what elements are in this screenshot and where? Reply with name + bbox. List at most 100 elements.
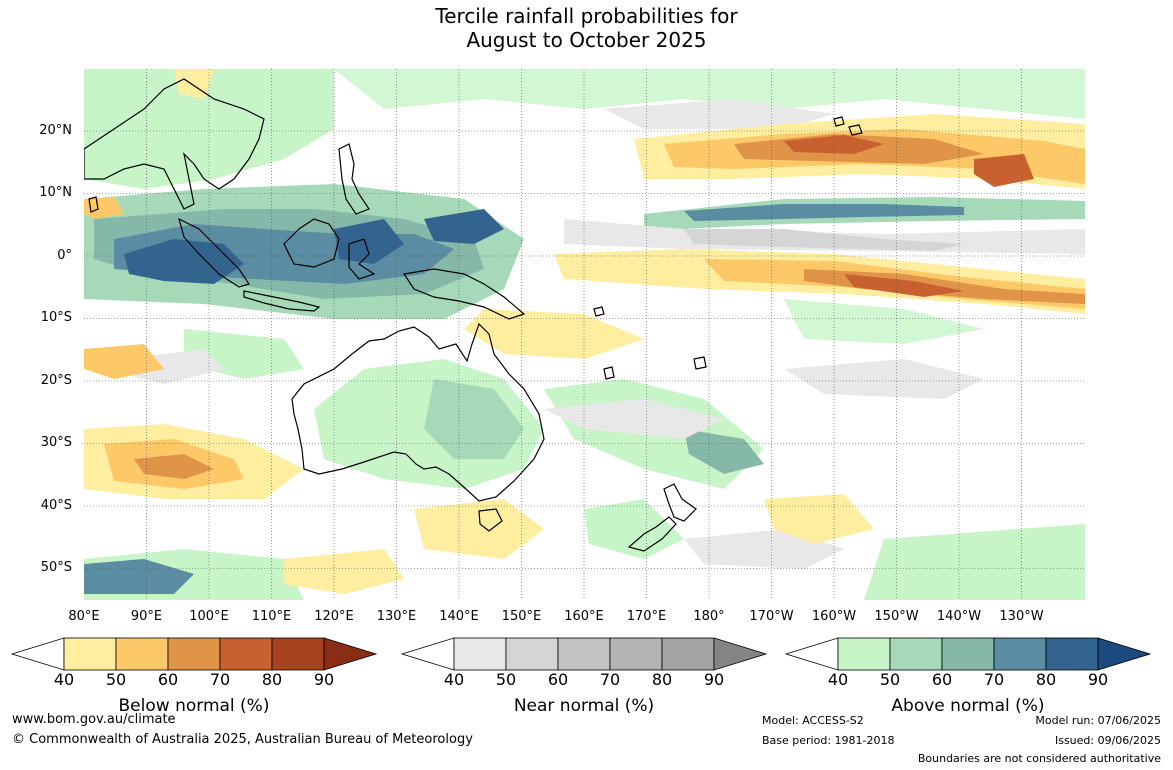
cbar-above-seg-3 <box>941 637 995 671</box>
footer-disclaimer: Boundaries are not considered authoritat… <box>917 752 1161 765</box>
lon-label-170w: 170°W <box>749 609 794 624</box>
cbar-near-tick-60: 60 <box>547 670 569 689</box>
cbar-above-seg-0 <box>784 637 839 671</box>
lon-label-130e: 130°E <box>376 609 417 624</box>
sumatra-outline <box>178 217 250 288</box>
footer-website: www.bom.gov.au/climate <box>12 712 176 727</box>
footer-model: Model: ACCESS-S2 <box>762 714 864 727</box>
cbar-below-tick-90: 90 <box>313 670 335 689</box>
cbar-below-tick-50: 50 <box>105 670 127 689</box>
cbar-below-seg-6 <box>323 637 378 671</box>
cbar-below-tick-60: 60 <box>157 670 179 689</box>
lat-label-20n: 20°N <box>39 123 72 138</box>
coastlines <box>84 78 863 552</box>
cbar-below-seg-1 <box>63 637 117 671</box>
cbar-below-seg-3 <box>167 637 221 671</box>
se-asia-outline <box>84 78 265 210</box>
colorbar-near-normal-svg <box>400 637 768 671</box>
cbar-near-seg-0 <box>400 637 455 671</box>
cbar-above-title: Above normal (%) <box>891 696 1045 716</box>
cbar-below-title: Below normal (%) <box>118 696 270 716</box>
cbar-near-seg-3 <box>557 637 611 671</box>
cbar-below-seg-4 <box>219 637 273 671</box>
java-outline <box>243 290 321 312</box>
cbar-above-seg-2 <box>889 637 943 671</box>
cbar-above-tick-60: 60 <box>931 670 953 689</box>
lon-label-140w: 140°W <box>936 609 982 624</box>
cbar-below-seg-2 <box>115 637 169 671</box>
footer-issued: Issued: 09/06/2025 <box>1054 734 1161 747</box>
cbar-below-tick-70: 70 <box>209 670 231 689</box>
cbar-near-tick-50: 50 <box>495 670 517 689</box>
cbar-above-tick-90: 90 <box>1087 670 1109 689</box>
cbar-below-seg-5 <box>271 637 325 671</box>
lon-label-90e: 90°E <box>130 609 163 624</box>
title-line-1: Tercile rainfall probabilities for <box>435 4 738 28</box>
borneo-outline <box>283 218 340 268</box>
near-normal-regions <box>124 99 1085 569</box>
lon-label-130w: 130°W <box>999 609 1044 624</box>
cbar-above-tick-80: 80 <box>1035 670 1057 689</box>
colorbar-above-normal <box>784 637 1152 678</box>
colorbar-above-normal-svg <box>784 637 1152 671</box>
cbar-above-tick-50: 50 <box>879 670 901 689</box>
sri-lanka-outline <box>88 196 99 213</box>
lat-label-40s: 40°S <box>40 498 72 513</box>
cbar-near-title: Near normal (%) <box>513 696 655 716</box>
colorbar-below-normal-svg <box>10 637 378 671</box>
cbar-above-seg-4 <box>993 637 1047 671</box>
lat-label-10s: 10°S <box>40 310 72 325</box>
lat-label-10n: 10°N <box>39 185 72 200</box>
below-normal-regions <box>84 69 1085 594</box>
philippines-outline <box>338 143 370 215</box>
lon-label-150e: 150°E <box>501 609 542 624</box>
rainfall-probability-map <box>84 69 1085 600</box>
lon-label-170e: 170°E <box>626 609 667 624</box>
graticule <box>84 69 1085 600</box>
colorbar-below-normal <box>10 637 378 678</box>
lon-label-150w: 150°W <box>874 609 919 624</box>
cbar-near-tick-40: 40 <box>443 670 465 689</box>
lon-label-120e: 120°E <box>314 609 354 624</box>
footer-model-run: Model run: 07/06/2025 <box>1035 714 1161 727</box>
lon-label-160w: 160°W <box>811 609 857 624</box>
new-zealand-north-outline <box>663 483 697 522</box>
cbar-below-tick-40: 40 <box>53 670 75 689</box>
colorbar-near-normal <box>400 637 768 678</box>
cbar-above-seg-1 <box>837 637 891 671</box>
lat-label-50s: 50°S <box>40 560 72 575</box>
cbar-near-seg-2 <box>505 637 559 671</box>
new-guinea-outline <box>402 268 526 320</box>
lon-label-110e: 110°E <box>251 609 292 624</box>
cbar-below-seg-0 <box>10 637 65 671</box>
cbar-near-tick-80: 80 <box>651 670 673 689</box>
cbar-near-seg-1 <box>453 637 507 671</box>
cbar-near-tick-90: 90 <box>703 670 725 689</box>
cbar-near-seg-4 <box>609 637 663 671</box>
cbar-near-seg-5 <box>661 637 715 671</box>
cbar-above-tick-40: 40 <box>827 670 849 689</box>
title-line-2: August to October 2025 <box>466 28 707 52</box>
lon-label-100e: 100°E <box>189 609 229 624</box>
lat-label-20s: 20°S <box>40 373 72 388</box>
map-title: Tercile rainfall probabilities for Augus… <box>0 4 1173 52</box>
lon-label-140e: 140°E <box>439 609 479 624</box>
footer-base-period: Base period: 1981-2018 <box>762 734 895 747</box>
australia-outline <box>291 322 545 502</box>
sulawesi-outline <box>348 238 376 280</box>
map-svg <box>84 69 1085 600</box>
footer-copyright: © Commonwealth of Australia 2025, Austra… <box>12 732 473 747</box>
cbar-above-tick-70: 70 <box>983 670 1005 689</box>
lon-label-80e: 80°E <box>68 609 100 624</box>
hawaii-outline <box>833 116 863 136</box>
cbar-above-seg-5 <box>1045 637 1099 671</box>
lat-label-30s: 30°S <box>40 435 72 450</box>
lon-label-160e: 160°E <box>564 609 604 624</box>
tasmania-outline <box>478 508 503 532</box>
cbar-below-tick-80: 80 <box>261 670 283 689</box>
cbar-near-seg-6 <box>713 637 768 671</box>
cbar-above-seg-6 <box>1097 637 1152 671</box>
new-zealand-south-outline <box>627 516 677 552</box>
cbar-near-tick-70: 70 <box>599 670 621 689</box>
lon-label-180: 180° <box>693 609 725 624</box>
